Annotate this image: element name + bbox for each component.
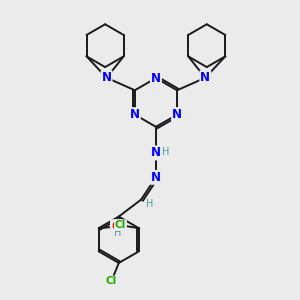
Text: Cl: Cl bbox=[115, 220, 126, 230]
Text: N: N bbox=[102, 71, 112, 84]
Text: H: H bbox=[163, 147, 170, 157]
Text: Cl: Cl bbox=[106, 276, 117, 286]
Text: H: H bbox=[114, 228, 121, 238]
Text: N: N bbox=[151, 171, 161, 184]
Text: O: O bbox=[111, 220, 121, 233]
Text: H: H bbox=[146, 199, 153, 209]
Text: N: N bbox=[151, 72, 161, 85]
Text: N: N bbox=[151, 146, 161, 160]
Text: N: N bbox=[130, 108, 140, 121]
Text: N: N bbox=[172, 108, 182, 121]
Text: N: N bbox=[200, 71, 210, 84]
